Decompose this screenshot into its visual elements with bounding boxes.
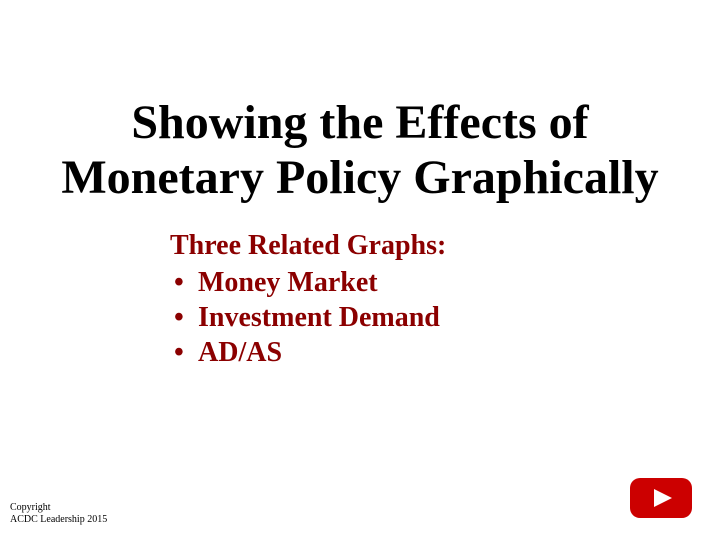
bullet-list: Money Market Investment Demand AD/AS [170,265,446,370]
subtitle-block: Three Related Graphs: Money Market Inves… [170,228,446,370]
subtitle-heading: Three Related Graphs: [170,228,446,263]
youtube-icon[interactable] [630,478,692,518]
copyright-line: ACDC Leadership 2015 [10,514,107,526]
slide-title: Showing the Effects of Monetary Policy G… [0,95,720,205]
copyright-line: Copyright [10,502,107,514]
bullet-item: Investment Demand [170,300,446,335]
copyright: Copyright ACDC Leadership 2015 [10,502,107,526]
slide: Showing the Effects of Monetary Policy G… [0,0,720,540]
bullet-item: AD/AS [170,335,446,370]
bullet-item: Money Market [170,265,446,300]
